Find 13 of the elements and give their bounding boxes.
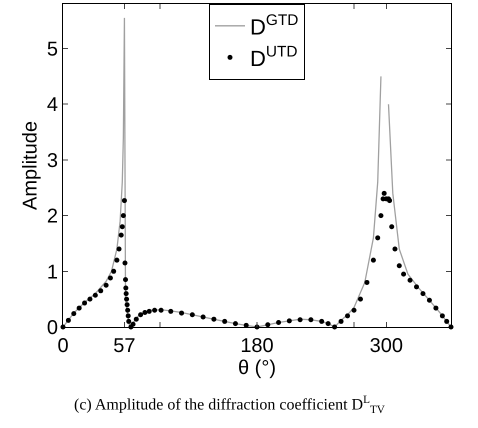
y-tick-label: 4 [46,94,58,116]
legend-label: D$^{UTD}$ [250,44,298,71]
x-tick-label: 180 [240,335,274,357]
x-tick-label: 300 [370,335,404,357]
y-tick-label: 5 [46,38,58,61]
x-tick-label: 57 [113,335,136,357]
y-tick-label: 0 [46,317,58,339]
x-axis-title: θ (°) [238,357,276,379]
legend-label: D$^{GTD}$ [250,12,298,40]
y-tick-label: 2 [46,206,58,228]
y-tick-label: 1 [46,261,58,284]
y-tick-label: 3 [46,150,58,172]
y-axis-title: Amplitude [19,121,42,210]
